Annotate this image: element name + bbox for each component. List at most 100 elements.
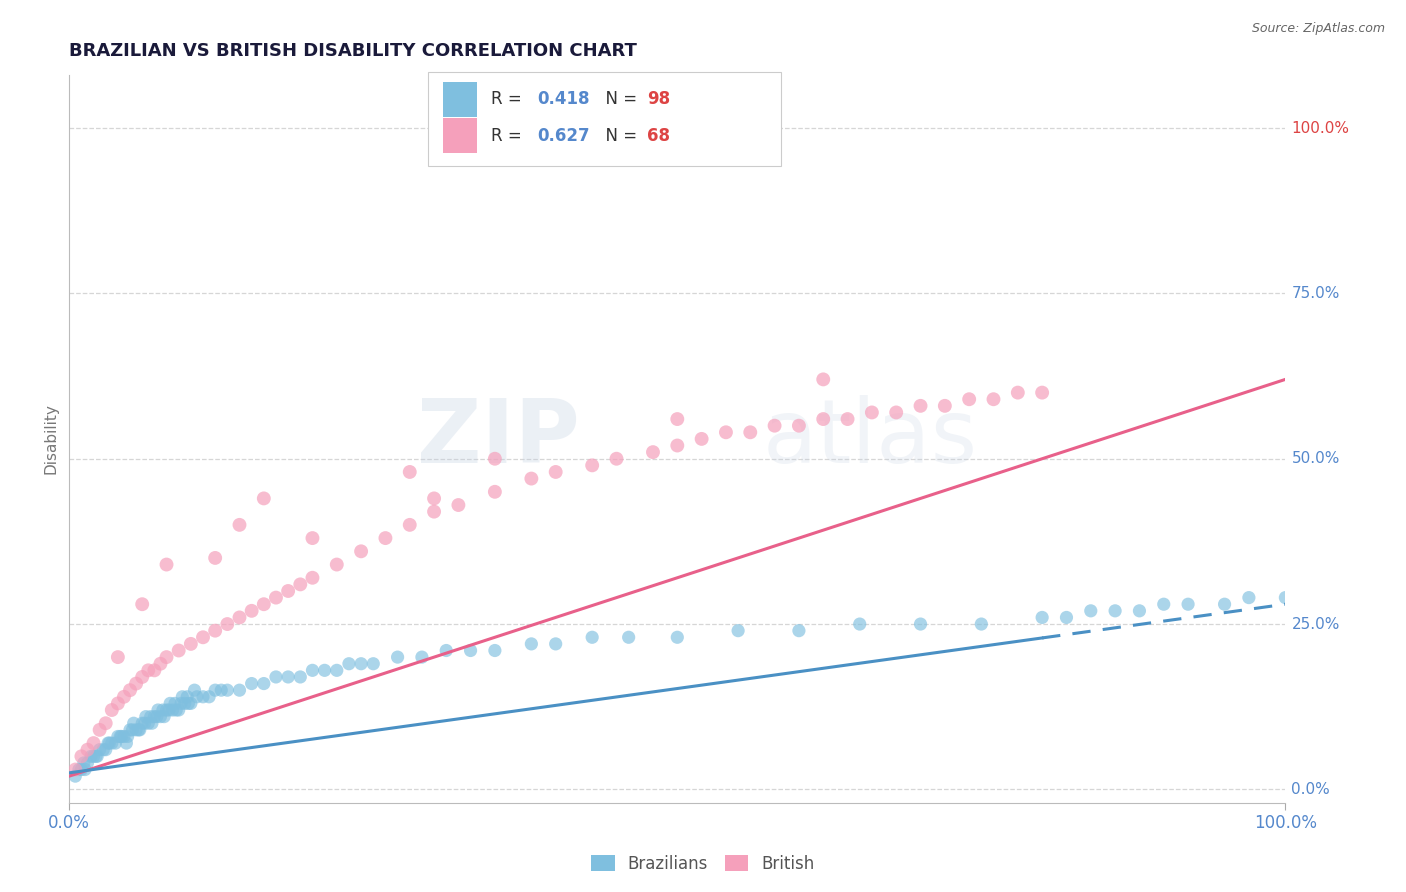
Point xyxy=(107,730,129,744)
Text: 75.0%: 75.0% xyxy=(1292,286,1340,301)
Point xyxy=(1031,385,1053,400)
Point xyxy=(350,544,373,558)
Point xyxy=(617,630,640,644)
Point xyxy=(837,412,859,426)
Point xyxy=(264,670,287,684)
Point xyxy=(544,637,567,651)
Point xyxy=(290,577,312,591)
Point xyxy=(301,531,323,545)
Point xyxy=(813,412,835,426)
Text: 25.0%: 25.0% xyxy=(1292,616,1340,632)
Point xyxy=(581,458,603,473)
Point xyxy=(848,617,870,632)
Text: R =: R = xyxy=(491,90,527,108)
Point xyxy=(228,610,250,624)
Point xyxy=(350,657,373,671)
Point xyxy=(1104,604,1126,618)
Point xyxy=(110,730,132,744)
Point xyxy=(787,624,810,638)
Point xyxy=(65,769,87,783)
Point xyxy=(387,650,409,665)
Point xyxy=(217,683,239,698)
FancyBboxPatch shape xyxy=(443,118,477,153)
Point xyxy=(125,676,148,690)
FancyBboxPatch shape xyxy=(443,82,477,117)
Point xyxy=(170,697,193,711)
Point xyxy=(173,697,195,711)
Point xyxy=(1274,591,1296,605)
Point xyxy=(104,736,127,750)
Text: 68: 68 xyxy=(647,127,669,145)
Point xyxy=(544,465,567,479)
Point xyxy=(253,597,276,611)
Point xyxy=(398,517,420,532)
Point xyxy=(125,723,148,737)
Point xyxy=(136,664,159,678)
Point xyxy=(139,709,162,723)
Point xyxy=(117,730,139,744)
FancyBboxPatch shape xyxy=(427,71,780,166)
Point xyxy=(460,643,482,657)
Legend: Brazilians, British: Brazilians, British xyxy=(585,848,821,880)
Point xyxy=(107,697,129,711)
Point xyxy=(134,716,156,731)
Point xyxy=(83,749,105,764)
Point xyxy=(423,505,446,519)
Point xyxy=(1056,610,1078,624)
Text: atlas: atlas xyxy=(762,395,977,483)
Point xyxy=(228,517,250,532)
Point xyxy=(128,723,150,737)
Point xyxy=(204,624,226,638)
Point xyxy=(411,650,433,665)
Point xyxy=(217,617,239,632)
Point xyxy=(860,405,883,419)
Point xyxy=(155,703,177,717)
Point xyxy=(240,604,263,618)
Point xyxy=(165,703,187,717)
Point xyxy=(89,723,111,737)
Point xyxy=(1153,597,1175,611)
Text: 100.0%: 100.0% xyxy=(1292,120,1350,136)
Point xyxy=(934,399,956,413)
Point xyxy=(86,749,108,764)
Point xyxy=(253,491,276,506)
Point xyxy=(162,703,184,717)
Point xyxy=(520,472,543,486)
Point xyxy=(176,690,198,704)
Point xyxy=(240,676,263,690)
Point xyxy=(67,763,90,777)
Point xyxy=(131,670,153,684)
Point xyxy=(1031,610,1053,624)
Point xyxy=(141,716,163,731)
Text: 0.418: 0.418 xyxy=(537,90,591,108)
Point xyxy=(167,703,190,717)
Point xyxy=(155,650,177,665)
Point xyxy=(337,657,360,671)
Point xyxy=(146,703,169,717)
Point xyxy=(159,697,181,711)
Point xyxy=(277,670,299,684)
Point xyxy=(84,749,107,764)
Point xyxy=(198,690,221,704)
Point xyxy=(149,657,172,671)
Point xyxy=(1128,604,1150,618)
Point xyxy=(1213,597,1236,611)
Text: BRAZILIAN VS BRITISH DISABILITY CORRELATION CHART: BRAZILIAN VS BRITISH DISABILITY CORRELAT… xyxy=(69,42,637,60)
Point xyxy=(374,531,396,545)
Point xyxy=(326,558,349,572)
Point xyxy=(1237,591,1260,605)
Point xyxy=(326,664,349,678)
Text: 50.0%: 50.0% xyxy=(1292,451,1340,467)
Point xyxy=(122,716,145,731)
Point xyxy=(1007,385,1029,400)
Point xyxy=(605,451,627,466)
Point xyxy=(91,742,114,756)
Point xyxy=(152,703,174,717)
Text: 98: 98 xyxy=(647,90,671,108)
Point xyxy=(484,643,506,657)
Point xyxy=(884,405,907,419)
Point xyxy=(157,703,180,717)
Point xyxy=(180,697,202,711)
Point xyxy=(484,451,506,466)
Point xyxy=(143,664,166,678)
